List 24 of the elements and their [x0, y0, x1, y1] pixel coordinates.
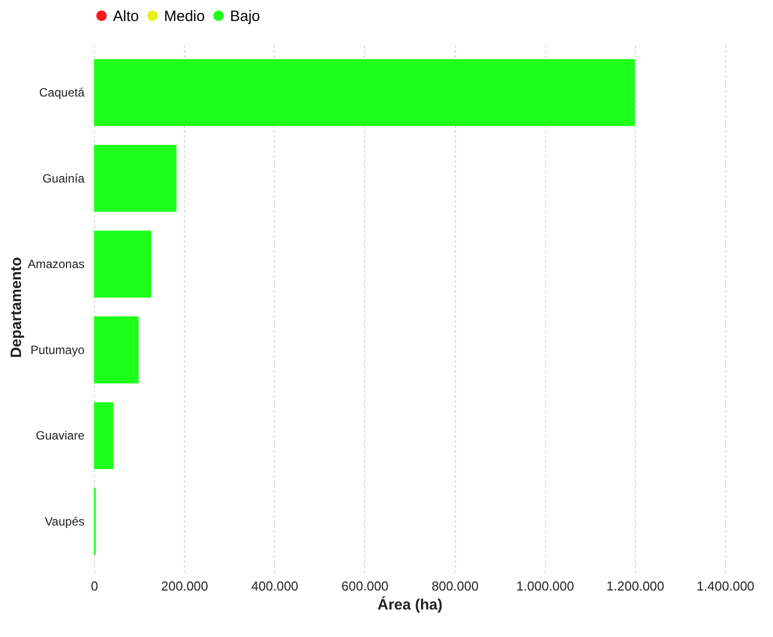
bar [94, 230, 152, 298]
legend-label: Alto [113, 8, 139, 25]
bar [94, 144, 176, 212]
bar [94, 316, 139, 384]
x-tick-label: 600.000 [341, 578, 388, 594]
legend-label: Medio [164, 8, 205, 25]
y-tick-label: Amazonas [28, 257, 84, 272]
x-tick-label: 1.000.000 [516, 578, 574, 594]
bar [94, 402, 114, 470]
x-tick-label: 0 [90, 578, 98, 594]
bar [94, 59, 635, 126]
y-tick-label: Putumayo [30, 342, 85, 357]
legend-label: Bajo [230, 8, 260, 25]
x-tick-label: 1.400.000 [696, 578, 754, 594]
x-tick-label: 400.000 [251, 578, 298, 594]
y-axis-title: Departamento [8, 257, 25, 358]
y-tick-label: Guaviare [36, 428, 85, 443]
y-tick-label: Guainía [42, 171, 85, 186]
x-tick-label: 800.000 [432, 578, 479, 594]
x-tick-label: 200.000 [161, 578, 208, 594]
y-tick-label: Vaupés [44, 514, 84, 528]
x-tick-label: 1.200.000 [606, 578, 664, 594]
y-tick-label: Caquetá [39, 86, 85, 100]
x-axis-title: Área (ha) [377, 596, 443, 614]
